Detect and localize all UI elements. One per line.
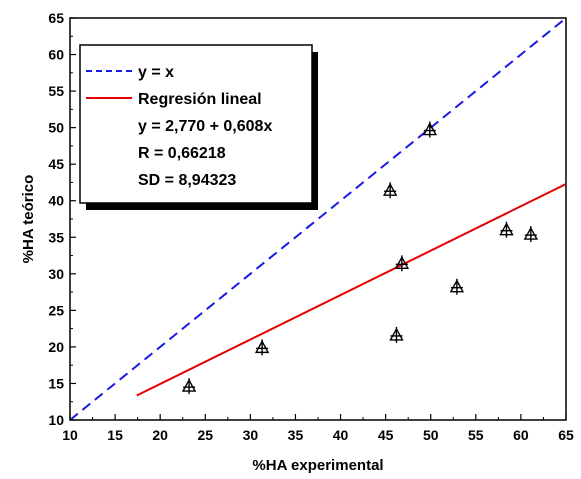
y-tick-label: 50 bbox=[48, 120, 64, 136]
identity-line bbox=[70, 18, 566, 420]
x-tick-label: 10 bbox=[62, 427, 78, 443]
y-tick-label: 55 bbox=[48, 83, 64, 99]
legend-entry-y-equals-x: y = x bbox=[138, 64, 174, 81]
y-tick-label: 25 bbox=[48, 302, 64, 318]
data-point bbox=[254, 339, 270, 356]
x-tick-label: 35 bbox=[288, 427, 304, 443]
x-tick-label: 15 bbox=[107, 427, 123, 443]
data-point bbox=[382, 182, 398, 199]
y-tick-label: 60 bbox=[48, 47, 64, 63]
legend-r-value: R = 0,66218 bbox=[138, 145, 226, 162]
x-tick-label: 55 bbox=[468, 427, 484, 443]
x-tick-label: 65 bbox=[558, 427, 574, 443]
x-tick-label: 50 bbox=[423, 427, 439, 443]
series-lines bbox=[70, 18, 566, 420]
y-axis-label: %HA teórico bbox=[20, 175, 37, 264]
y-tick-label: 10 bbox=[48, 412, 64, 428]
y-tick-label: 45 bbox=[48, 156, 64, 172]
regression-line bbox=[136, 183, 566, 397]
legend-regression-equation: y = 2,770 + 0,608x bbox=[138, 118, 272, 135]
legend: y = x Regresión lineal y = 2,770 + 0,608… bbox=[79, 44, 318, 210]
x-tick-label: 45 bbox=[378, 427, 394, 443]
x-axis-label: %HA experimental bbox=[252, 457, 383, 474]
data-points bbox=[181, 121, 539, 395]
x-axis-ticks: 10 15 20 25 30 35 40 45 50 55 60 65 bbox=[62, 414, 574, 443]
y-tick-label: 35 bbox=[48, 229, 64, 245]
y-tick-label: 65 bbox=[48, 10, 64, 26]
data-point bbox=[422, 121, 438, 138]
x-tick-label: 30 bbox=[243, 427, 259, 443]
y-tick-label: 15 bbox=[48, 375, 64, 391]
y-axis-ticks: 10 15 20 25 30 35 40 45 50 55 60 65 bbox=[48, 10, 76, 428]
legend-sd-value: SD = 8,94323 bbox=[138, 172, 236, 189]
x-tick-label: 40 bbox=[333, 427, 349, 443]
data-point bbox=[394, 255, 410, 272]
x-tick-label: 60 bbox=[513, 427, 529, 443]
legend-entry-regression: Regresión lineal bbox=[138, 91, 262, 108]
y-tick-label: 20 bbox=[48, 339, 64, 355]
y-tick-label: 30 bbox=[48, 266, 64, 282]
y-tick-label: 40 bbox=[48, 193, 64, 209]
data-point bbox=[449, 278, 465, 295]
data-point bbox=[389, 326, 404, 343]
data-point bbox=[181, 378, 197, 395]
data-point bbox=[499, 221, 514, 238]
x-tick-label: 20 bbox=[152, 427, 168, 443]
data-point bbox=[523, 226, 539, 243]
x-tick-label: 25 bbox=[197, 427, 213, 443]
